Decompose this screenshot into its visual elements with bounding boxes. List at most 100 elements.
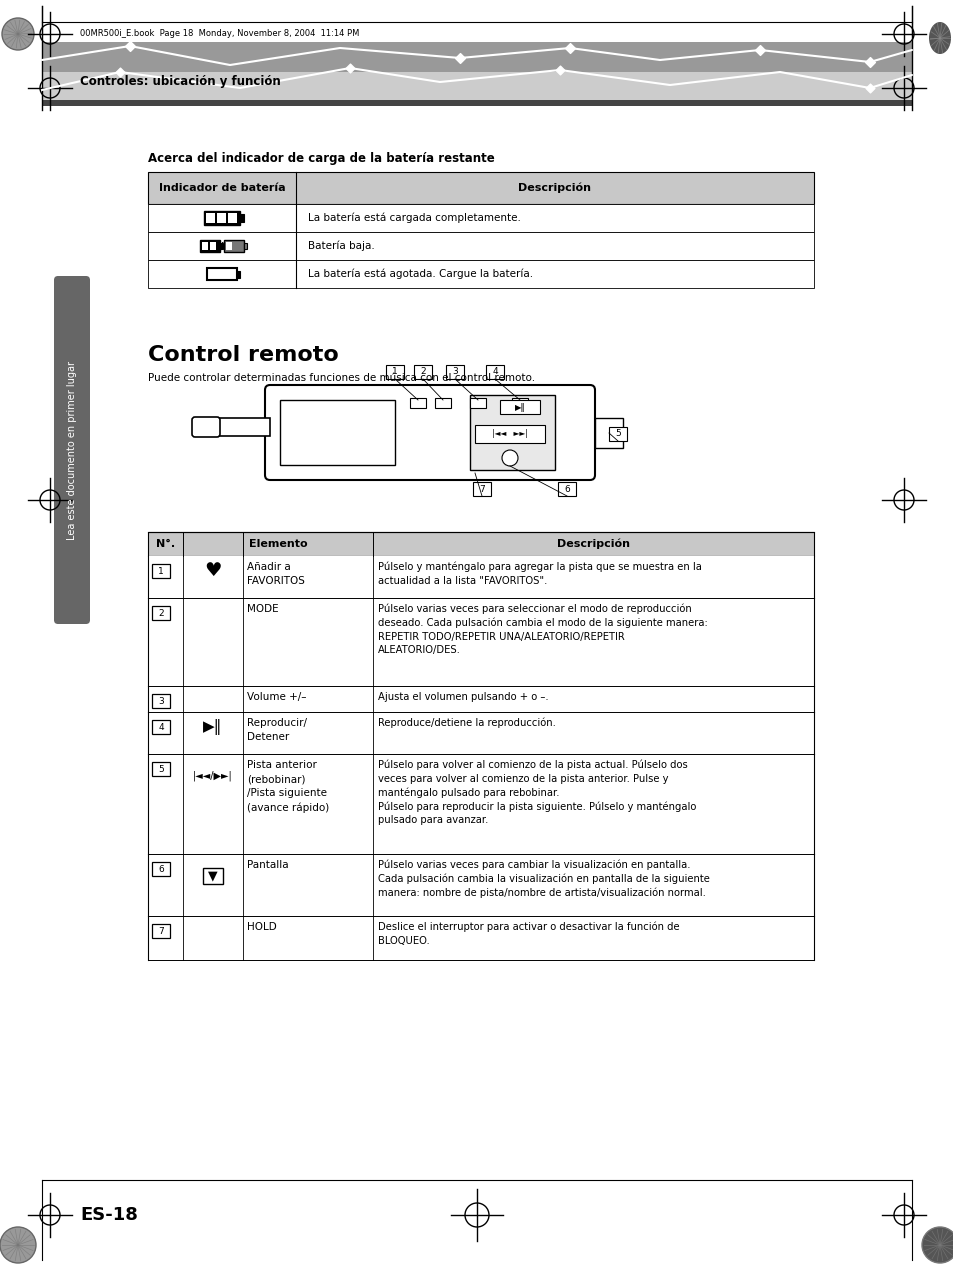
Ellipse shape [928, 22, 950, 55]
Text: 6: 6 [158, 865, 164, 874]
Text: ▶‖: ▶‖ [514, 403, 525, 411]
Point [862, 77, 877, 98]
Text: Púlselo y manténgalo para agregar la pista que se muestra en la
actualidad a la : Púlselo y manténgalo para agregar la pis… [377, 563, 701, 585]
Point [342, 58, 357, 79]
Text: 00MR500i_E.book  Page 18  Monday, November 8, 2004  11:14 PM: 00MR500i_E.book Page 18 Monday, November… [80, 28, 359, 38]
Bar [206, 213, 214, 224]
Text: Añadir a
FAVORITOS: Añadir a FAVORITOS [247, 563, 305, 585]
Text: Descripción: Descripción [557, 538, 629, 549]
Bar [200, 240, 220, 251]
Text: 4: 4 [158, 723, 164, 732]
Point [452, 48, 467, 69]
Bar [435, 398, 451, 408]
Text: Deslice el interruptor para activar o desactivar la función de
BLOQUEO.: Deslice el interruptor para activar o de… [377, 922, 679, 946]
Point [561, 38, 577, 58]
Text: Pantalla: Pantalla [247, 860, 289, 870]
Text: Acerca del indicador de carga de la batería restante: Acerca del indicador de carga de la bate… [148, 152, 495, 165]
Text: Volume +/–: Volume +/– [247, 692, 306, 702]
Text: Ajusta el volumen pulsando + o –.: Ajusta el volumen pulsando + o –. [377, 692, 548, 702]
Bar [148, 686, 813, 712]
Bar [386, 364, 403, 378]
Text: Pista anterior
(rebobinar)
/Pista siguiente
(avance rápido): Pista anterior (rebobinar) /Pista siguie… [247, 759, 329, 813]
Text: N°.: N°. [155, 538, 175, 549]
Bar [152, 564, 170, 578]
Bar [148, 853, 813, 916]
Bar [224, 240, 244, 251]
Text: Descripción: Descripción [518, 183, 591, 193]
Bar [207, 268, 236, 279]
Text: 1: 1 [392, 367, 397, 376]
Bar [148, 532, 813, 556]
Bar [608, 427, 626, 441]
Point [112, 62, 128, 83]
Circle shape [2, 18, 34, 50]
Bar [499, 400, 539, 414]
Text: 5: 5 [615, 429, 620, 438]
Text: Púlselo varias veces para cambiar la visualización en pantalla.
Cada pulsación c: Púlselo varias veces para cambiar la vis… [377, 860, 709, 898]
Bar [148, 916, 813, 960]
Bar [148, 171, 813, 204]
FancyBboxPatch shape [54, 276, 90, 624]
Bar [226, 243, 232, 250]
Circle shape [921, 1227, 953, 1262]
Text: 3: 3 [158, 696, 164, 706]
Point [862, 52, 877, 72]
Bar [470, 395, 555, 470]
Bar [42, 100, 911, 105]
Bar [214, 418, 270, 436]
Text: 2: 2 [419, 367, 425, 376]
Text: Control remoto: Control remoto [148, 345, 338, 364]
Text: ▶‖: ▶‖ [203, 719, 222, 735]
Bar [152, 693, 170, 707]
Bar [228, 213, 236, 224]
Bar [148, 171, 813, 204]
Bar [236, 271, 240, 278]
Bar [148, 712, 813, 754]
Text: 5: 5 [158, 765, 164, 773]
Text: ▼: ▼ [208, 869, 217, 883]
Text: Puede controlar determinadas funciones de música con el control remoto.: Puede controlar determinadas funciones d… [148, 373, 535, 384]
Bar [410, 398, 426, 408]
Bar [148, 204, 813, 232]
Point [552, 60, 567, 80]
Bar [152, 762, 170, 776]
Bar [152, 862, 170, 876]
Bar [152, 925, 170, 939]
Text: |◄◄/▶►|: |◄◄/▶►| [193, 771, 233, 781]
Text: ♥: ♥ [204, 561, 221, 580]
Bar [414, 364, 432, 378]
Text: MODE: MODE [247, 605, 278, 613]
FancyBboxPatch shape [265, 385, 595, 480]
Bar [202, 243, 208, 250]
Circle shape [501, 450, 517, 466]
Bar [204, 211, 240, 225]
Circle shape [0, 1227, 36, 1262]
Bar [240, 215, 244, 222]
Text: 7: 7 [158, 927, 164, 936]
Text: Batería baja.: Batería baja. [308, 241, 375, 251]
Bar [512, 398, 527, 408]
Bar [216, 213, 226, 224]
Bar [152, 606, 170, 620]
Text: 3: 3 [452, 367, 457, 376]
Bar [220, 243, 223, 249]
Text: Indicador de batería: Indicador de batería [158, 183, 285, 193]
Text: Reproduce/detiene la reproducción.: Reproduce/detiene la reproducción. [377, 718, 556, 729]
Bar [558, 483, 576, 497]
Bar [148, 232, 813, 260]
Point [752, 39, 767, 60]
Text: Púlselo varias veces para seleccionar el modo de reproducción
deseado. Cada puls: Púlselo varias veces para seleccionar el… [377, 605, 707, 655]
Text: Elemento: Elemento [249, 538, 307, 549]
Text: Reproducir/
Detener: Reproducir/ Detener [247, 718, 307, 742]
Text: 4: 4 [492, 367, 497, 376]
FancyBboxPatch shape [192, 417, 220, 437]
Bar [475, 425, 544, 443]
Text: 1: 1 [158, 566, 164, 575]
Bar [152, 720, 170, 734]
Bar [148, 260, 813, 288]
Text: HOLD: HOLD [247, 922, 276, 932]
Bar [148, 754, 813, 853]
Bar [470, 398, 485, 408]
Text: ES-18: ES-18 [80, 1206, 138, 1224]
Bar [595, 418, 622, 448]
